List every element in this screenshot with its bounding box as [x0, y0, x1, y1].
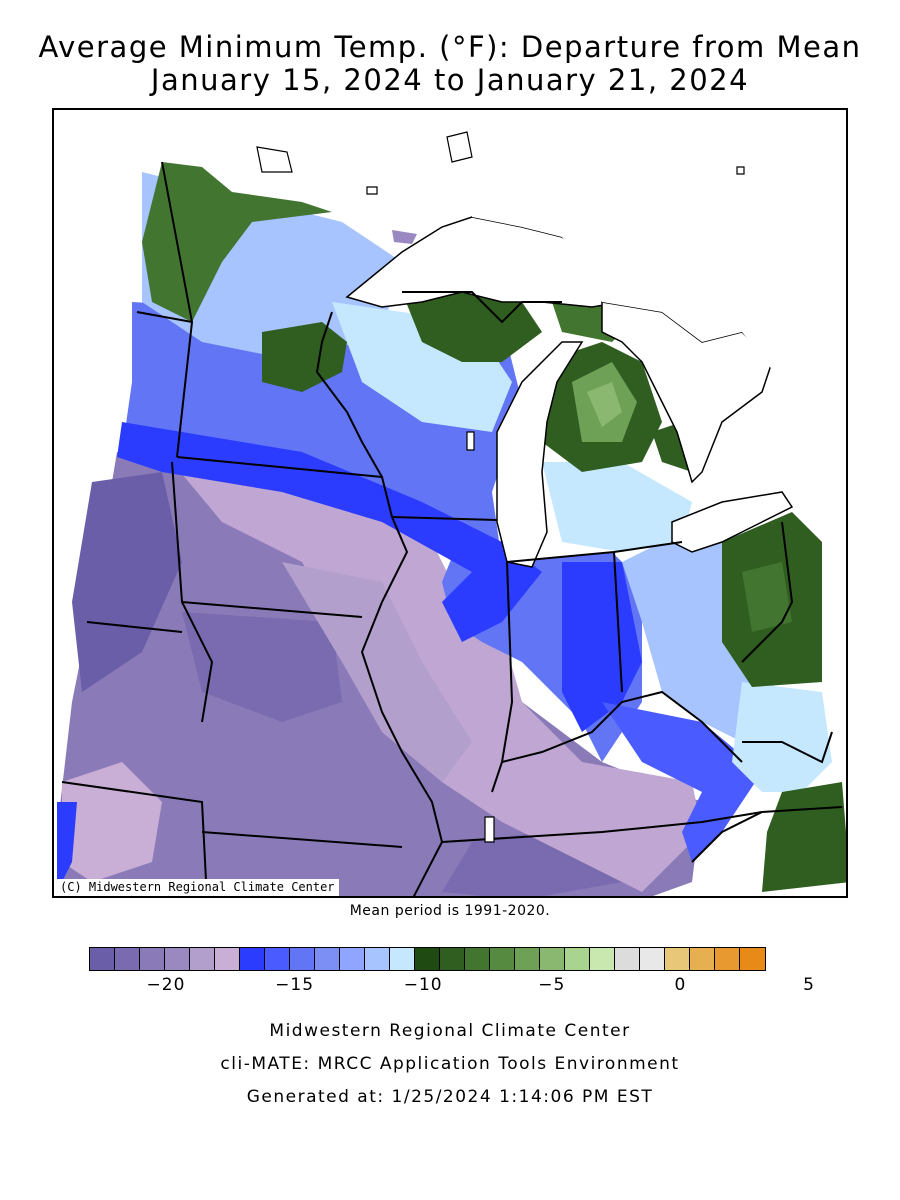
legend-swatch	[565, 948, 590, 970]
legend-swatch	[265, 948, 290, 970]
legend-swatch	[365, 948, 390, 970]
region-green-lower-mi-core	[587, 382, 622, 427]
map-title: Average Minimum Temp. (°F): Departure fr…	[38, 30, 862, 64]
legend-swatch	[90, 948, 115, 970]
legend-swatch	[165, 948, 190, 970]
region-green-mn-blob	[262, 322, 347, 392]
legend-swatch	[415, 948, 440, 970]
border-mn-ia	[176, 456, 383, 478]
region-green-ohio-inner	[742, 562, 792, 632]
border-va-ky	[691, 811, 763, 863]
legend-swatch	[115, 948, 140, 970]
region-green-up-michigan	[402, 292, 542, 362]
border-wi-il	[391, 516, 498, 521]
legend-swatch	[515, 948, 540, 970]
mean-period-note: Mean period is 1991-2020.	[349, 903, 551, 919]
legend-swatch	[690, 948, 715, 970]
legend-tick-label: −10	[403, 975, 443, 995]
region-light-purple-center	[172, 462, 702, 892]
legend-swatch	[340, 948, 365, 970]
border-il-in	[491, 561, 514, 793]
ontario-canada-land	[472, 162, 792, 382]
legend-swatch	[490, 948, 515, 970]
border-sd-ne	[86, 621, 183, 633]
color-legend	[89, 947, 766, 971]
legend-tick-label: −20	[146, 975, 186, 995]
footer-tool: cli-MATE: MRCC Application Tools Environ…	[220, 1054, 680, 1074]
border-oh-wv	[741, 521, 794, 663]
border-in-ky	[501, 690, 743, 763]
legend-swatch	[615, 948, 640, 970]
region-green-se	[762, 782, 846, 892]
footer-organization: Midwestern Regional Climate Center	[269, 1021, 631, 1041]
legend-swatch	[590, 948, 615, 970]
region-green-nw	[142, 162, 332, 322]
region-light-blue-mi-south	[542, 462, 692, 552]
lake-erie	[671, 491, 794, 553]
border-ks	[61, 781, 208, 896]
border-nd-sd	[136, 311, 193, 323]
border-ky-tn	[441, 806, 843, 843]
region-dark-purple-mid	[182, 612, 342, 722]
map-panel: (C) Midwestern Regional Climate Center	[52, 108, 848, 898]
legend-swatch	[640, 948, 665, 970]
legend-swatch	[540, 948, 565, 970]
state-borders	[61, 161, 843, 896]
islands	[256, 131, 745, 843]
border-mi-in-oh	[506, 541, 683, 563]
legend-swatch	[190, 948, 215, 970]
departure-map	[54, 110, 846, 896]
footer-timestamp: Generated at: 1/25/2024 1:14:06 PM EST	[246, 1087, 654, 1107]
legend-swatch	[390, 948, 415, 970]
border-mo-ky	[412, 841, 443, 896]
legend-tick-label: −15	[275, 975, 315, 995]
border-wv-va	[742, 731, 833, 764]
map-credit: (C) Midwestern Regional Climate Center	[54, 879, 339, 896]
legend-swatch	[290, 948, 315, 970]
legend-tick-label: −5	[538, 975, 566, 995]
legend-swatch	[665, 948, 690, 970]
legend-swatch	[440, 948, 465, 970]
region-mid-purple-band	[282, 562, 472, 782]
lake-michigan	[496, 341, 584, 568]
legend-swatch	[315, 948, 340, 970]
border-ia-west	[171, 461, 214, 723]
legend-swatch	[240, 948, 265, 970]
legend-swatch	[715, 948, 740, 970]
region-dark-purple-nw	[72, 472, 182, 692]
border-mi-up	[402, 291, 562, 324]
border-ia-il	[360, 516, 443, 843]
legend-swatch	[465, 948, 490, 970]
region-blue-sw-corner	[57, 802, 77, 892]
legend-swatch	[140, 948, 165, 970]
legend-swatch	[215, 948, 240, 970]
legend-swatch	[740, 948, 765, 970]
legend-tick-label: 5	[803, 975, 815, 995]
border-mn-wi	[315, 311, 393, 518]
border-ia-mo	[181, 601, 363, 618]
region-red-tiny	[392, 230, 417, 244]
border-in-oh	[613, 551, 623, 693]
border-mo-ar	[201, 831, 403, 848]
map-date-range: January 15, 2024 to January 21, 2024	[150, 63, 750, 97]
region-deep-blue-wave	[117, 422, 542, 642]
legend-tick-label: 0	[674, 975, 687, 995]
region-pale-blue-ne	[732, 682, 832, 792]
